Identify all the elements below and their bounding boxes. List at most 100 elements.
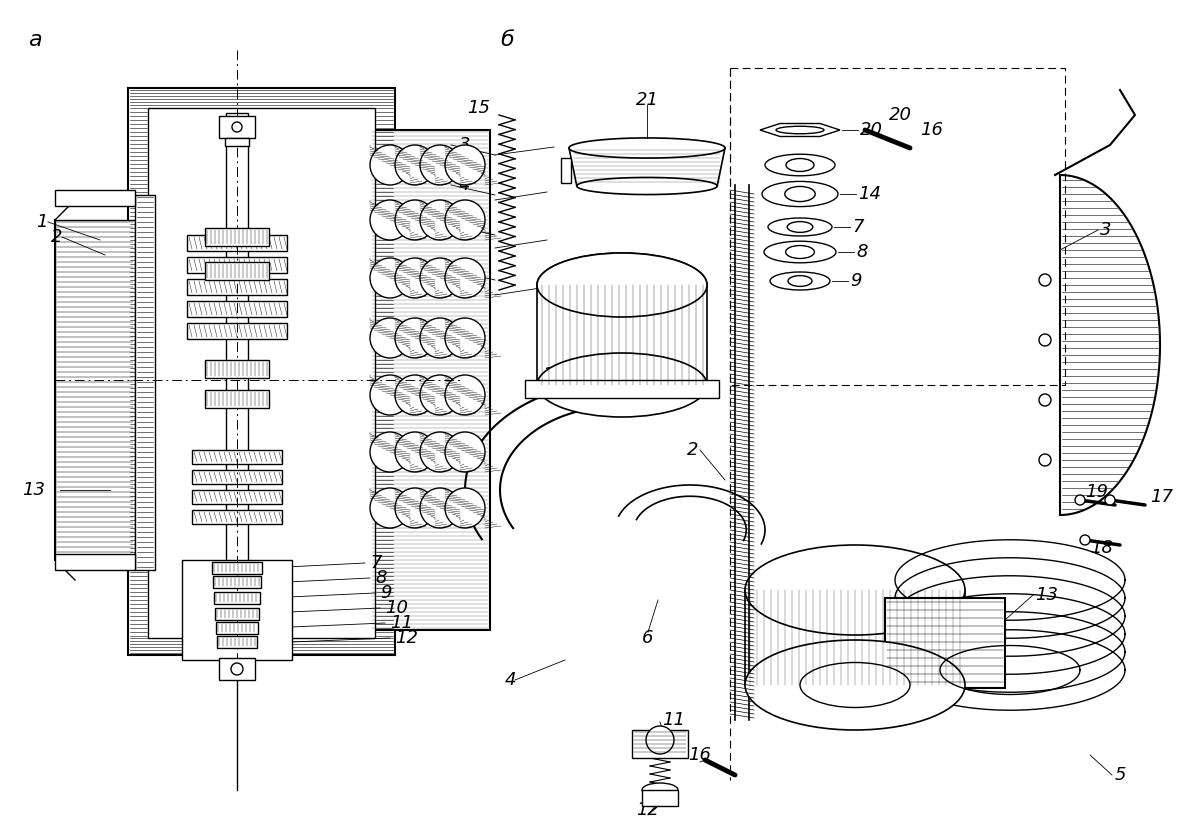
Bar — [642, 790, 678, 806]
Circle shape — [1039, 394, 1051, 406]
Bar — [55, 190, 134, 206]
Ellipse shape — [766, 154, 835, 176]
Circle shape — [420, 145, 460, 185]
Circle shape — [395, 488, 436, 528]
Circle shape — [1080, 535, 1090, 545]
Circle shape — [445, 258, 485, 298]
Ellipse shape — [786, 246, 815, 258]
Bar — [217, 636, 257, 648]
Circle shape — [370, 432, 410, 472]
Text: 9: 9 — [380, 584, 391, 602]
Text: 9: 9 — [850, 272, 862, 290]
Circle shape — [1039, 334, 1051, 346]
Circle shape — [395, 318, 436, 358]
Ellipse shape — [538, 253, 707, 317]
Circle shape — [420, 432, 460, 472]
Text: 7: 7 — [370, 554, 382, 572]
Bar — [182, 560, 292, 660]
Bar — [215, 608, 259, 620]
Ellipse shape — [768, 218, 832, 236]
Bar — [205, 390, 269, 408]
Circle shape — [445, 318, 485, 358]
Circle shape — [420, 200, 460, 240]
Circle shape — [395, 200, 436, 240]
Circle shape — [370, 375, 410, 415]
Bar — [148, 108, 374, 638]
Text: 13: 13 — [22, 481, 46, 499]
Text: 14: 14 — [858, 185, 881, 203]
Text: 10: 10 — [385, 599, 408, 617]
Text: 4: 4 — [458, 176, 470, 194]
Polygon shape — [760, 123, 840, 137]
Circle shape — [445, 432, 485, 472]
Text: 12: 12 — [395, 629, 418, 647]
Circle shape — [445, 488, 485, 528]
Ellipse shape — [642, 783, 678, 797]
Text: 1: 1 — [542, 366, 553, 384]
Ellipse shape — [538, 353, 707, 417]
Text: 4: 4 — [504, 671, 516, 689]
Bar — [187, 323, 287, 339]
Circle shape — [370, 488, 410, 528]
Text: 20: 20 — [860, 121, 883, 139]
Ellipse shape — [785, 186, 815, 201]
Text: 12: 12 — [636, 801, 660, 819]
Ellipse shape — [745, 545, 965, 635]
Ellipse shape — [764, 241, 836, 263]
Circle shape — [395, 258, 436, 298]
Ellipse shape — [745, 640, 965, 730]
Circle shape — [445, 200, 485, 240]
Text: 5: 5 — [458, 216, 470, 234]
Bar — [220, 116, 256, 138]
Bar — [187, 301, 287, 317]
Bar — [562, 158, 571, 183]
Bar — [214, 576, 262, 588]
Text: 16: 16 — [689, 746, 712, 764]
Bar — [55, 554, 134, 570]
Circle shape — [445, 375, 485, 415]
Text: 2: 2 — [50, 228, 62, 246]
Text: 18: 18 — [1090, 539, 1114, 557]
Circle shape — [230, 663, 242, 675]
Circle shape — [445, 145, 485, 185]
Bar — [632, 730, 688, 758]
Bar — [526, 380, 719, 398]
Circle shape — [395, 145, 436, 185]
Bar — [187, 279, 287, 295]
Text: 1: 1 — [36, 213, 48, 231]
Ellipse shape — [788, 275, 812, 286]
Text: 19: 19 — [1085, 483, 1108, 501]
Circle shape — [232, 122, 242, 132]
Circle shape — [395, 432, 436, 472]
Ellipse shape — [770, 272, 830, 290]
Circle shape — [370, 318, 410, 358]
Ellipse shape — [762, 181, 838, 206]
Bar — [128, 88, 395, 655]
Text: 5: 5 — [1115, 766, 1127, 784]
Text: 20: 20 — [888, 106, 912, 124]
Text: 17: 17 — [1150, 488, 1174, 506]
Text: a: a — [28, 30, 42, 50]
Bar — [226, 138, 250, 146]
Text: 16: 16 — [920, 121, 943, 139]
Bar — [205, 262, 269, 280]
Text: 7: 7 — [852, 218, 864, 236]
Circle shape — [1039, 454, 1051, 466]
Circle shape — [370, 145, 410, 185]
Text: 21: 21 — [636, 91, 659, 109]
Bar — [205, 360, 269, 378]
Bar — [226, 113, 248, 633]
Circle shape — [1039, 274, 1051, 286]
Ellipse shape — [800, 663, 910, 707]
Bar — [192, 490, 282, 504]
Text: 8: 8 — [374, 569, 386, 587]
Bar — [216, 622, 258, 634]
Text: 13: 13 — [1034, 586, 1058, 604]
Text: 15: 15 — [467, 99, 490, 117]
Text: 2: 2 — [688, 441, 698, 459]
Ellipse shape — [787, 221, 812, 232]
Text: 11: 11 — [390, 614, 413, 632]
Circle shape — [370, 200, 410, 240]
Bar — [212, 562, 262, 574]
Ellipse shape — [786, 159, 814, 171]
